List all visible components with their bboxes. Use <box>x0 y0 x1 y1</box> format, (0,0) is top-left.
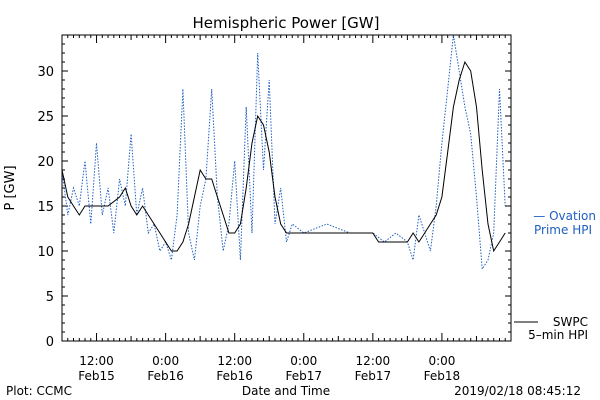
x-tick-label-date: Feb17 <box>286 369 323 383</box>
y-axis: 0 5 10 15 20 25 30 <box>37 34 511 350</box>
x-axis-label: Date and Time <box>242 384 330 398</box>
x-tick-label-time: 12:00 <box>79 354 114 368</box>
series-swpc-line <box>61 60 506 253</box>
y-tick-label: 5 <box>46 290 54 305</box>
series-layer <box>61 34 506 271</box>
x-tick-label-time: 0:00 <box>290 354 317 368</box>
y-tick-label: 10 <box>37 245 54 260</box>
x-tick-label-date: Feb18 <box>424 369 461 383</box>
legend-swpc-line2: 5–min HPI <box>528 328 588 342</box>
y-tick-label: 25 <box>37 110 54 125</box>
legend-ovation-line1: — Ovation <box>533 209 596 223</box>
x-axis: 12:00Feb150:00Feb1612:00Feb160:00Feb1712… <box>61 35 512 383</box>
y-tick-label: 30 <box>37 65 54 80</box>
x-tick-label-date: Feb17 <box>355 369 392 383</box>
x-tick-label-date: Feb16 <box>147 369 184 383</box>
y-tick-label: 15 <box>37 200 54 215</box>
plot-area <box>61 34 512 342</box>
x-tick-label-time: 0:00 <box>152 354 179 368</box>
series-ovation-prime-line <box>61 34 506 271</box>
chart-title: Hemispheric Power [GW] <box>193 14 380 32</box>
x-tick-label-time: 12:00 <box>356 354 391 368</box>
y-tick-label: 20 <box>37 155 54 170</box>
legend-ovation-line2: Prime HPI <box>534 223 592 237</box>
x-tick-label-time: 12:00 <box>217 354 252 368</box>
y-tick-label: 0 <box>46 335 54 350</box>
legend-swpc-line1: SWPC <box>553 315 588 329</box>
x-tick-label-time: 0:00 <box>428 354 455 368</box>
y-axis-label: P [GW] <box>3 165 18 210</box>
footer-timestamp: 2019/02/18 08:45:12 <box>454 384 581 398</box>
footer-plot-credit: Plot: CCMC <box>6 384 72 398</box>
x-tick-label-date: Feb15 <box>78 369 115 383</box>
x-tick-label-date: Feb16 <box>216 369 253 383</box>
